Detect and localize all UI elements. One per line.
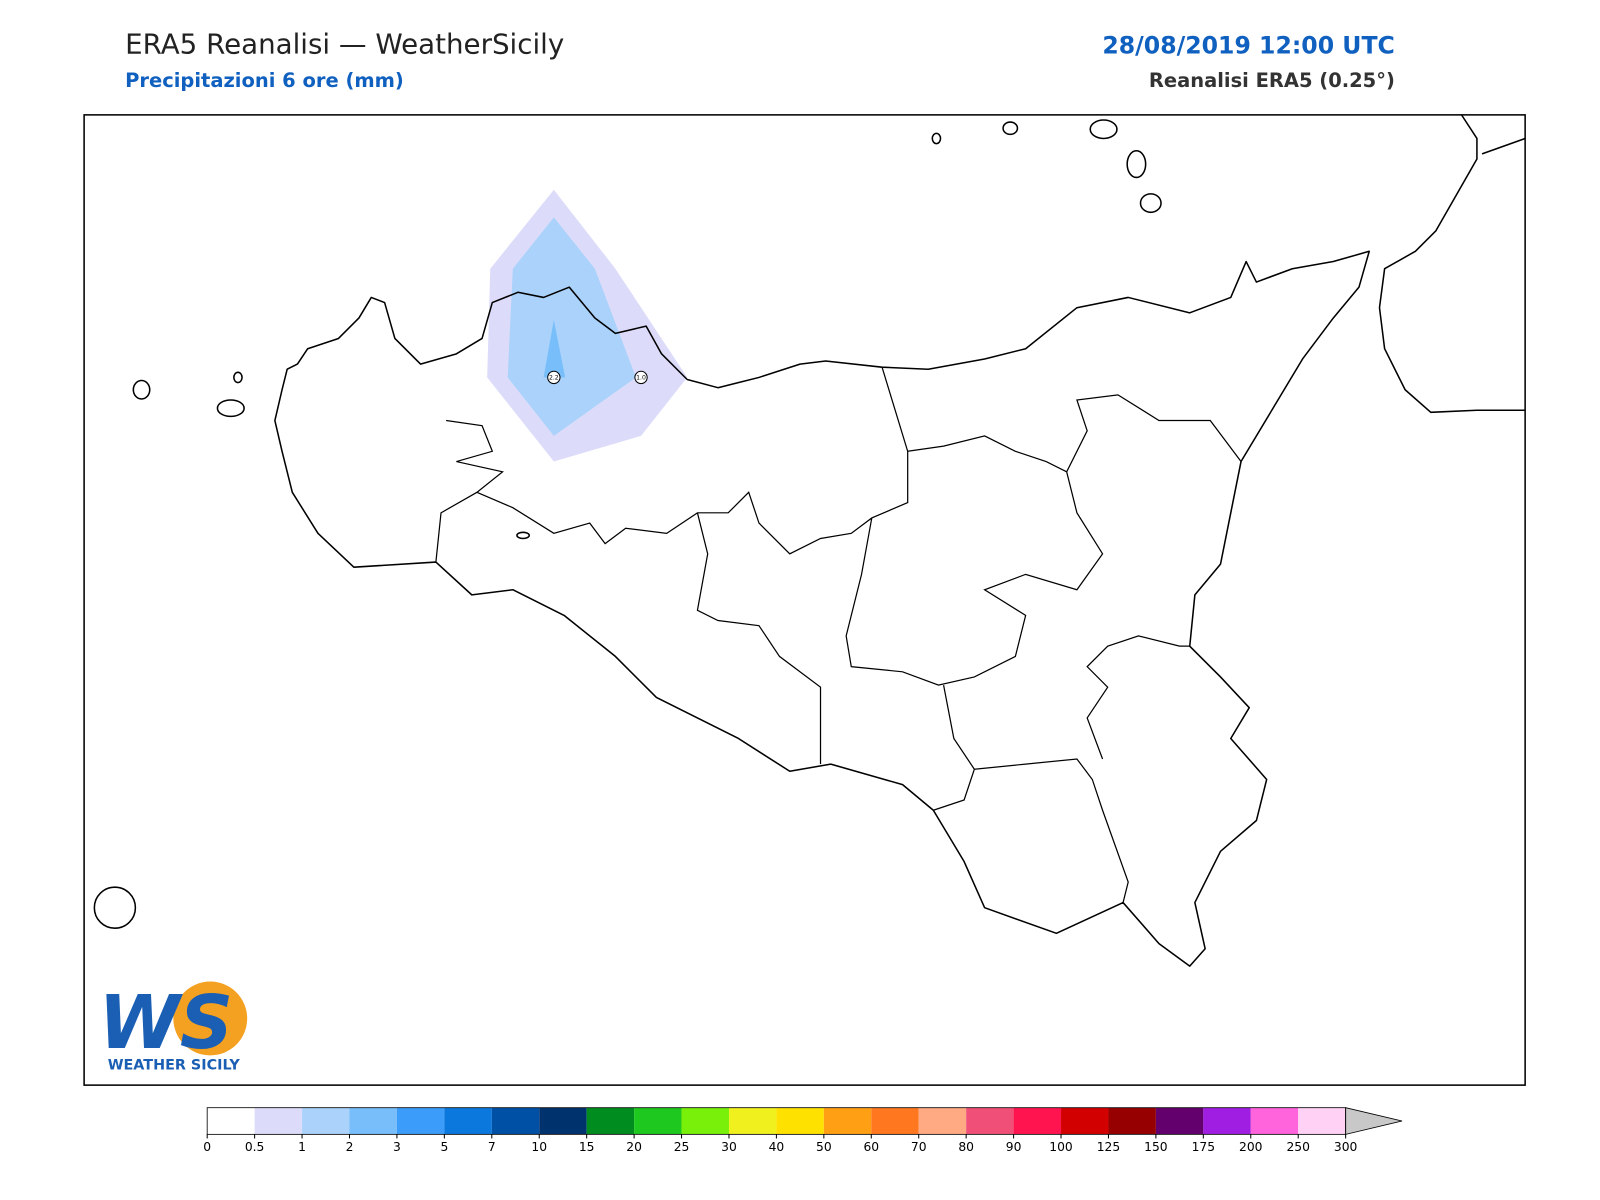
colorbar-bin [728, 1107, 777, 1135]
colorbar-bin [444, 1107, 492, 1135]
map-frame-bg [84, 114, 1526, 1086]
colorbar-label: 50 [816, 1140, 832, 1154]
colorbar-label: 250 [1286, 1140, 1309, 1154]
colorbar-bin [207, 1107, 255, 1135]
colorbar-label: 90 [1006, 1140, 1022, 1154]
source: Reanalisi ERA5 (0.25°) [1149, 69, 1395, 92]
province-borders [435, 367, 1242, 903]
colorbar-bin [1013, 1107, 1062, 1135]
colorbar-bin [396, 1107, 445, 1135]
logo-mark: WS [98, 980, 233, 1066]
colorbar-label: 300 [1334, 1140, 1357, 1154]
colorbar-label: 10 [531, 1140, 547, 1154]
point-marker [547, 370, 561, 385]
colorbar-label: 0 [203, 1140, 211, 1154]
title: ERA5 Reanalisi — WeatherSicily [125, 27, 564, 60]
precip-area [543, 320, 566, 378]
colorbar-label: 7 [488, 1140, 496, 1154]
colorbar-bin [1298, 1107, 1346, 1135]
colorbar-label: 30 [721, 1140, 737, 1154]
precip-area [507, 217, 636, 436]
colorbar: 0 0.5 1 2 3 5 7 10 15 20 25 30 40 50 60 70 80 90 100 125 150… [203, 1107, 1403, 1154]
calabria-coast [1378, 114, 1526, 414]
point-labels: 2.2 1.0 [547, 370, 648, 385]
colorbar-label: 100 [1049, 1140, 1072, 1154]
islands [93, 119, 1162, 929]
colorbar-label: 5 [440, 1140, 448, 1154]
colorbar-bin [871, 1107, 919, 1135]
point-value: 1.0 [636, 374, 646, 381]
colorbar-bin [349, 1107, 397, 1135]
colorbar-bin [681, 1107, 729, 1135]
coastline [274, 250, 1370, 967]
map-frame [83, 114, 1526, 1086]
colorbar-label: 0.5 [245, 1140, 265, 1154]
colorbar-label: 150 [1144, 1140, 1167, 1154]
colorbar-label: 200 [1239, 1140, 1262, 1154]
colorbar-label: 2 [346, 1140, 354, 1154]
colorbar-bin [823, 1107, 872, 1135]
colorbar-label: 20 [626, 1140, 642, 1154]
point-value: 2.2 [549, 374, 559, 381]
colorbar-label: 60 [863, 1140, 879, 1154]
colorbar-label: 15 [579, 1140, 595, 1154]
colorbar-label: 40 [769, 1140, 785, 1154]
colorbar-label: 1 [298, 1140, 306, 1154]
subtitle: Precipitazioni 6 ore (mm) [125, 69, 404, 92]
colorbar-bin [1155, 1107, 1204, 1135]
colorbar-bin [918, 1107, 967, 1135]
colorbar-label: 3 [393, 1140, 401, 1154]
colorbar-label: 25 [674, 1140, 690, 1154]
colorbar-bin [1250, 1107, 1299, 1135]
colorbar-label: 125 [1097, 1140, 1120, 1154]
datetime: 28/08/2019 12:00 UTC [1102, 31, 1394, 59]
logo-sun [173, 981, 248, 1056]
colorbar-label: 80 [958, 1140, 974, 1154]
logo-text: WEATHER SICILY [108, 1058, 241, 1074]
colorbar-bin [254, 1107, 303, 1135]
colorbar-bin [776, 1107, 824, 1135]
colorbar-bin [634, 1107, 682, 1135]
map: 2.2 1.0 WS WEATHER SICILY [83, 114, 1526, 1086]
colorbar-bin [491, 1107, 540, 1135]
colorbar-bin [1203, 1107, 1251, 1135]
point-marker [634, 370, 648, 385]
colorbar-bin [539, 1107, 587, 1135]
colorbar-bin [586, 1107, 635, 1135]
colorbar-bin [1061, 1107, 1109, 1135]
colorbar-label: 175 [1192, 1140, 1215, 1154]
colorbar-bin [966, 1107, 1014, 1135]
colorbar-bin [302, 1107, 350, 1135]
colorbar-bin [1108, 1107, 1156, 1135]
colorbar-label: 70 [911, 1140, 927, 1154]
logo: WS WEATHER SICILY [98, 980, 248, 1074]
colorbar-extend [1345, 1107, 1403, 1135]
